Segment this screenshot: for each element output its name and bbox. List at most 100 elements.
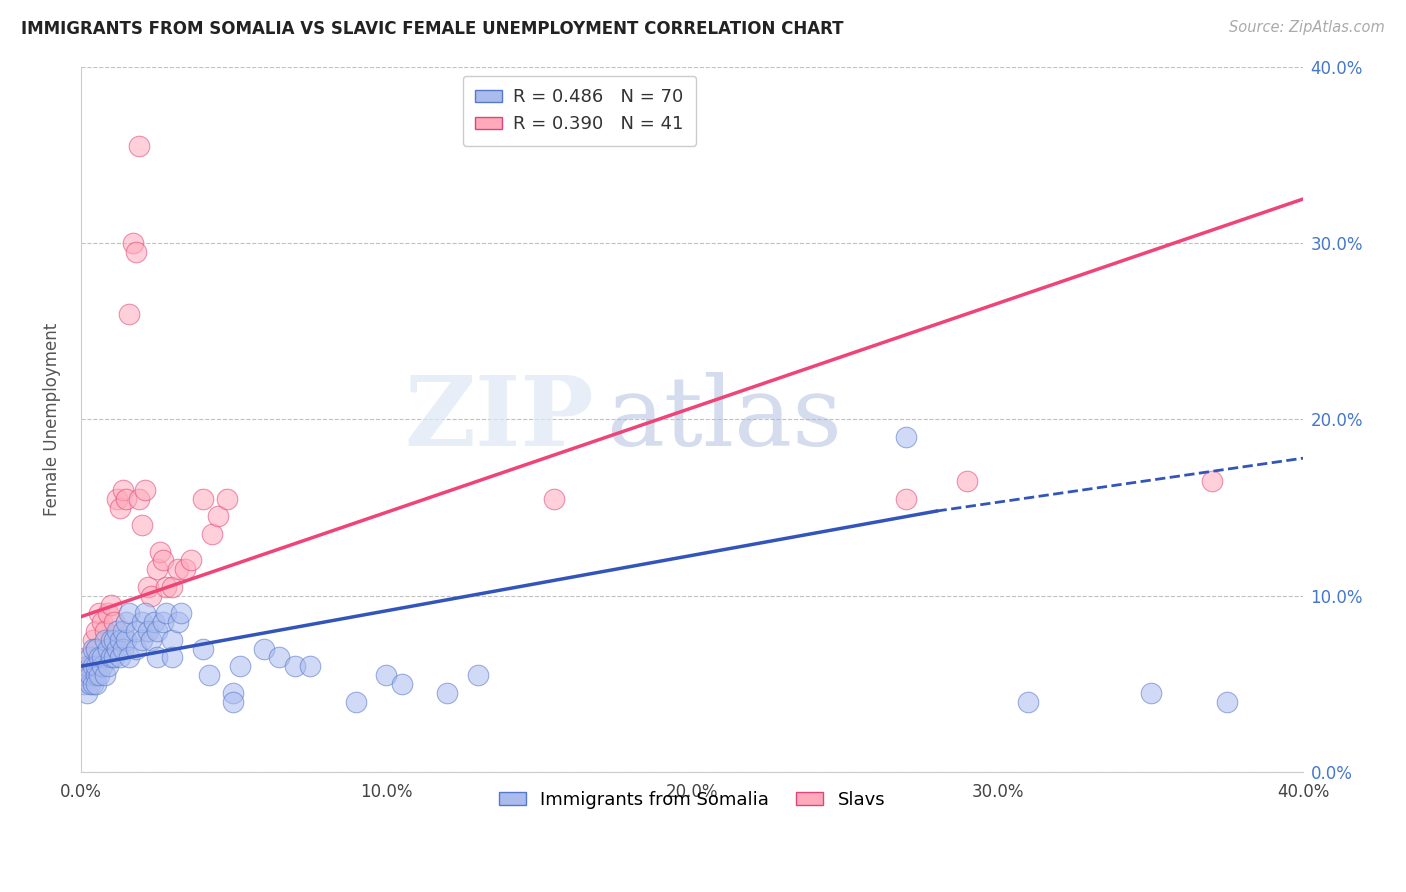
Point [112, 624, 135, 638]
Text: Source: ZipAtlas.com: Source: ZipAtlas.com [1229, 20, 1385, 35]
Point [139, 632, 162, 647]
Point [344, 694, 367, 708]
Point [167, 615, 190, 629]
Point [79, 650, 101, 665]
Point [115, 615, 138, 629]
Point [146, 650, 169, 665]
Point [217, 491, 239, 506]
Point [72, 677, 94, 691]
Point [76, 659, 98, 673]
Point [100, 650, 122, 665]
Point [1139, 686, 1161, 700]
Point [207, 509, 229, 524]
Point [97, 607, 120, 621]
Point [103, 632, 125, 647]
Point [118, 607, 141, 621]
Point [105, 491, 128, 506]
Point [94, 632, 117, 647]
Point [170, 607, 193, 621]
Point [91, 650, 114, 665]
Point [76, 650, 98, 665]
Point [100, 632, 122, 647]
Point [894, 491, 917, 506]
Point [201, 527, 224, 541]
Point [131, 632, 153, 647]
Point [118, 650, 141, 665]
Point [162, 632, 184, 647]
Point [152, 553, 174, 567]
Point [79, 677, 101, 691]
Point [82, 677, 104, 691]
Point [131, 518, 153, 533]
Point [124, 244, 146, 259]
Y-axis label: Female Unemployment: Female Unemployment [44, 323, 60, 516]
Point [198, 668, 221, 682]
Point [82, 632, 104, 647]
Point [152, 615, 174, 629]
Point [110, 650, 132, 665]
Point [956, 474, 979, 488]
Point [105, 624, 128, 638]
Point [97, 641, 120, 656]
Point [1017, 694, 1039, 708]
Point [105, 641, 128, 656]
Point [100, 598, 122, 612]
Point [467, 668, 489, 682]
Point [94, 624, 117, 638]
Point [136, 580, 159, 594]
Point [162, 650, 184, 665]
Point [131, 615, 153, 629]
Point [391, 677, 413, 691]
Point [82, 641, 104, 656]
Point [298, 659, 321, 673]
Point [84, 641, 107, 656]
Point [124, 624, 146, 638]
Point [191, 641, 214, 656]
Point [253, 641, 276, 656]
Point [87, 668, 110, 682]
Point [84, 659, 107, 673]
Point [110, 632, 132, 647]
Point [128, 491, 150, 506]
Point [191, 491, 214, 506]
Point [222, 694, 245, 708]
Point [103, 615, 125, 629]
Point [134, 483, 156, 497]
Text: atlas: atlas [606, 372, 842, 467]
Point [134, 607, 156, 621]
Point [87, 650, 110, 665]
Point [118, 306, 141, 320]
Point [894, 430, 917, 444]
Point [91, 615, 114, 629]
Point [162, 580, 184, 594]
Point [124, 641, 146, 656]
Point [436, 686, 458, 700]
Point [149, 544, 172, 558]
Point [72, 668, 94, 682]
Point [167, 562, 190, 576]
Text: IMMIGRANTS FROM SOMALIA VS SLAVIC FEMALE UNEMPLOYMENT CORRELATION CHART: IMMIGRANTS FROM SOMALIA VS SLAVIC FEMALE… [21, 20, 844, 37]
Point [139, 589, 162, 603]
Point [72, 668, 94, 682]
Point [543, 491, 565, 506]
Point [128, 139, 150, 153]
Point [76, 686, 98, 700]
Point [222, 686, 245, 700]
Point [112, 483, 135, 497]
Text: ZIP: ZIP [405, 372, 595, 467]
Point [79, 659, 101, 673]
Point [155, 580, 177, 594]
Point [1216, 694, 1239, 708]
Point [94, 668, 117, 682]
Point [84, 677, 107, 691]
Point [112, 641, 135, 656]
Point [173, 562, 195, 576]
Legend: Immigrants from Somalia, Slavs: Immigrants from Somalia, Slavs [492, 783, 893, 816]
Point [84, 668, 107, 682]
Point [97, 659, 120, 673]
Point [142, 615, 165, 629]
Point [115, 491, 138, 506]
Point [180, 553, 202, 567]
Point [284, 659, 307, 673]
Point [84, 641, 107, 656]
